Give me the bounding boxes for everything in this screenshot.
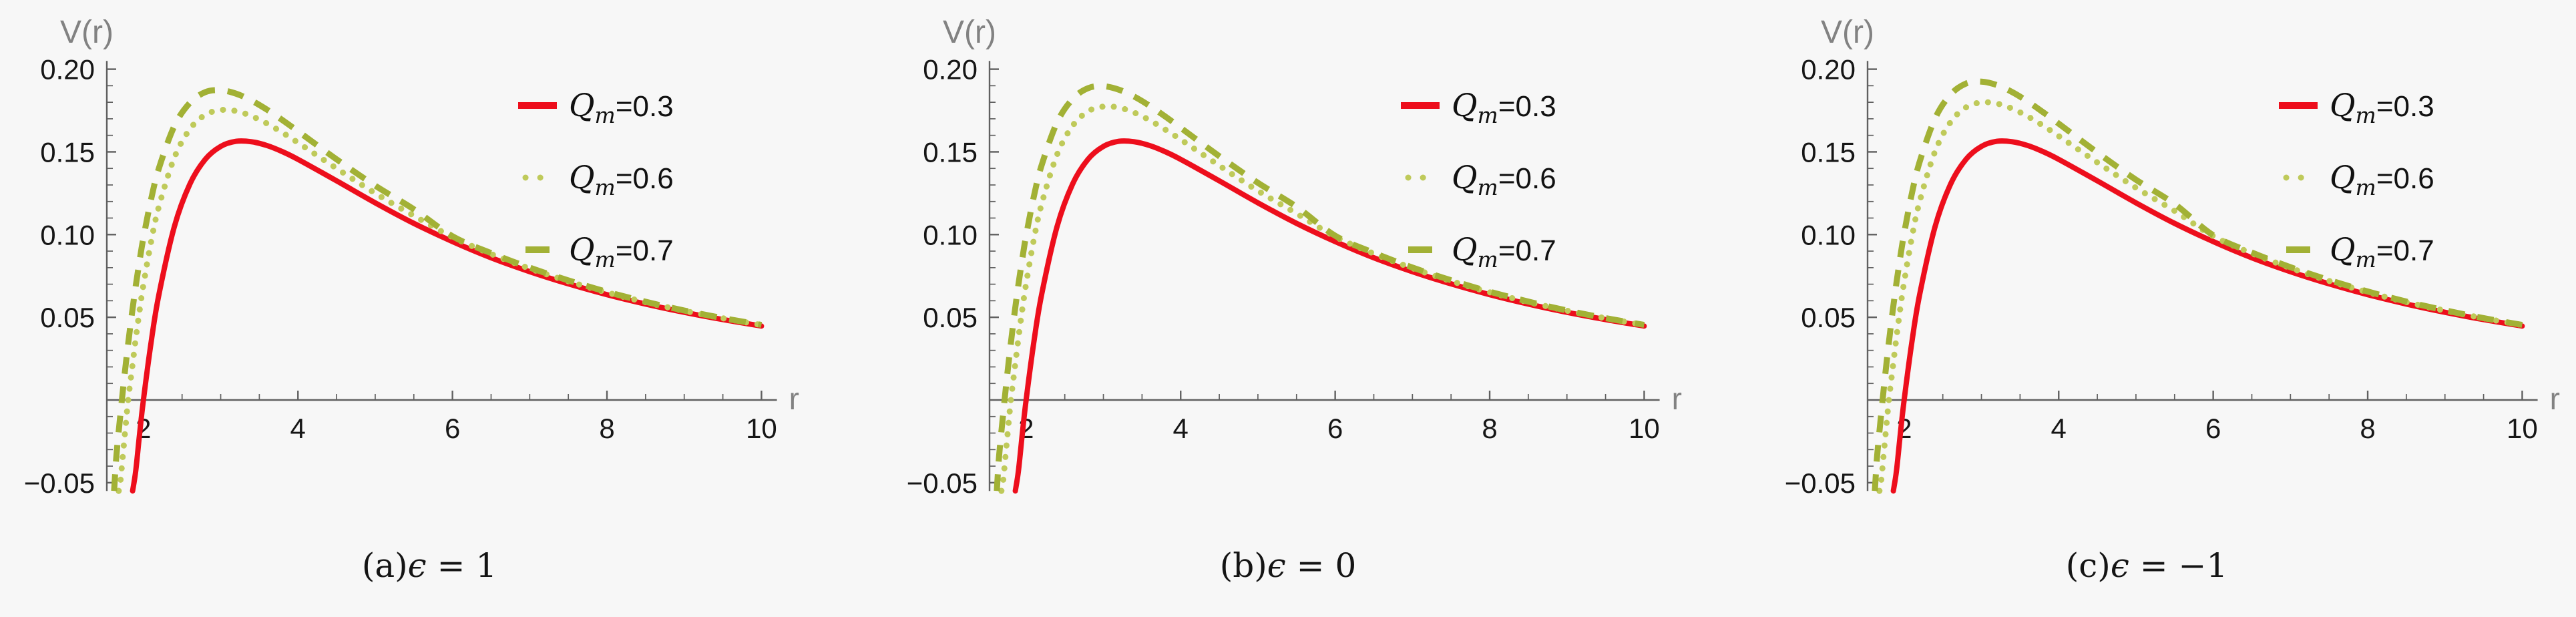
- legend-label: Qm=0.3: [569, 87, 674, 128]
- curve-Qm=0.7: [1872, 78, 2523, 491]
- caption-epsilon-symbol: ϵ: [407, 546, 427, 585]
- legend-label: Qm=0.7: [569, 232, 674, 272]
- curve-Qm=0.3: [1012, 138, 1647, 494]
- y-axis-title: V(r): [60, 15, 114, 50]
- y-tick-label: 0.15: [1801, 136, 1856, 168]
- x-tick-label: 6: [2205, 413, 2221, 444]
- caption-label: (c): [2065, 546, 2111, 585]
- x-tick-label: 10: [746, 413, 777, 444]
- legend-label: Qm=0.7: [2330, 232, 2434, 272]
- y-tick-label: 0.20: [1801, 54, 1856, 85]
- caption-epsilon-symbol: ϵ: [2110, 546, 2129, 585]
- y-ticks: [1868, 68, 1877, 484]
- plot-panel: 2 4 6 8 10 −0.05 0.05 0.10 0.15 0.20 V(r) r Qm=0.3 Qm…: [859, 0, 1717, 617]
- legend: Qm=0.3 Qm=0.6 Qm=0.7: [2279, 87, 2434, 272]
- x-ticks: [1025, 391, 1645, 400]
- y-tick-label: 0.15: [923, 136, 978, 168]
- legend-label: Qm=0.7: [1452, 232, 1556, 272]
- panel-caption: (c)ϵ = −1: [1717, 546, 2576, 585]
- y-tick-label: 0.05: [1801, 302, 1856, 333]
- caption-label: (b): [1219, 546, 1267, 585]
- plot-svg: 2 4 6 8 10−0.050.050.100.150.20V(r)rQm=0.3Qm…: [24, 15, 799, 499]
- x-tick-label: 8: [1482, 413, 1497, 444]
- caption-value: = 0: [1285, 546, 1357, 585]
- x-axis-title: r: [789, 381, 799, 416]
- y-ticks: [107, 68, 116, 484]
- legend-label: Qm=0.6: [1452, 160, 1556, 200]
- legend-label: Qm=0.3: [2330, 87, 2434, 128]
- legend-label: Qm=0.3: [1452, 87, 1556, 128]
- y-tick-label: 0.10: [40, 219, 95, 250]
- x-tick-label: 10: [2507, 413, 2538, 444]
- plot-svg: 2 4 6 8 10−0.050.050.100.150.20V(r)rQm=0.3Qm…: [907, 15, 1682, 499]
- y-tick-label: 0.10: [1801, 219, 1856, 250]
- y-ticks: [990, 68, 999, 484]
- y-tick-label: 0.20: [923, 54, 978, 85]
- caption-label: (a): [361, 546, 408, 585]
- plot-svg: 2 4 6 8 10−0.050.050.100.150.20V(r)rQm=0.3Qm…: [1785, 15, 2560, 499]
- curve-Qm=0.6: [998, 103, 1647, 494]
- y-tick-label: −0.05: [24, 467, 95, 499]
- y-tick-label: 0.05: [40, 302, 95, 333]
- y-tick-label: 0.20: [40, 54, 95, 85]
- x-tick-label: 4: [290, 413, 306, 444]
- legend: Qm=0.3 Qm=0.6 Qm=0.7: [518, 87, 674, 272]
- x-ticks: [1903, 391, 2523, 400]
- x-tick-label: 4: [1173, 413, 1189, 444]
- y-axis-title: V(r): [943, 15, 996, 50]
- curve-Qm=0.6: [1876, 99, 2525, 494]
- x-ticks: [142, 391, 763, 400]
- x-tick-label: 10: [1629, 413, 1660, 444]
- panel-caption: (b)ϵ = 0: [859, 546, 1717, 585]
- curve-Qm=0.7: [111, 87, 763, 491]
- x-tick-label: 6: [1327, 413, 1343, 444]
- y-tick-label: 0.15: [40, 136, 95, 168]
- x-tick-label: 8: [599, 413, 614, 444]
- x-tick-label: 8: [2360, 413, 2375, 444]
- curve-Qm=0.7: [994, 83, 1645, 491]
- panel-caption: (a)ϵ = 1: [0, 546, 859, 585]
- y-tick-label: 0.10: [923, 219, 978, 250]
- legend: Qm=0.3 Qm=0.6 Qm=0.7: [1401, 87, 1556, 272]
- legend-label: Qm=0.6: [569, 160, 674, 200]
- x-axis-title: r: [2550, 381, 2560, 416]
- caption-value: = −1: [2129, 546, 2228, 585]
- plot-panel: 2 4 6 8 10 −0.05 0.05 0.10 0.15 0.20 V(r) r Qm=0.3 Qm…: [0, 0, 859, 617]
- caption-epsilon-symbol: ϵ: [1267, 546, 1286, 585]
- curve-Qm=0.3: [130, 138, 765, 494]
- curve-Qm=0.3: [1890, 138, 2525, 494]
- y-tick-label: 0.05: [923, 302, 978, 333]
- x-tick-label: 6: [445, 413, 460, 444]
- y-axis-title: V(r): [1821, 15, 1874, 50]
- x-axis-title: r: [1672, 381, 1682, 416]
- y-tick-label: −0.05: [907, 467, 978, 499]
- x-tick-label: 4: [2051, 413, 2067, 444]
- caption-value: = 1: [426, 546, 497, 585]
- y-tick-label: −0.05: [1785, 467, 1856, 499]
- plot-panel: 2 4 6 8 10 −0.05 0.05 0.10 0.15 0.20 V(r) r Qm=0.3 Qm…: [1717, 0, 2576, 617]
- legend-label: Qm=0.6: [2330, 160, 2434, 200]
